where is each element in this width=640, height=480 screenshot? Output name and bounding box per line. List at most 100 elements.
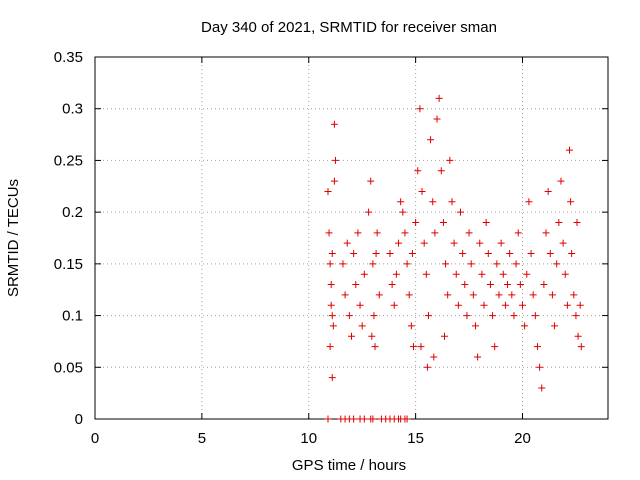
data-point <box>474 353 482 361</box>
data-point <box>469 291 477 299</box>
data-point <box>341 291 349 299</box>
data-point <box>572 312 580 320</box>
data-point <box>484 250 492 258</box>
data-point <box>540 281 548 289</box>
data-point <box>471 322 479 330</box>
x-tick-label: 10 <box>300 430 317 447</box>
data-point <box>442 260 450 268</box>
data-point <box>576 301 584 309</box>
data-point <box>414 167 422 175</box>
data-point <box>326 343 334 351</box>
data-point <box>372 250 380 258</box>
data-point <box>350 250 358 258</box>
data-point <box>465 229 473 237</box>
data-point <box>325 229 333 237</box>
data-point <box>401 229 409 237</box>
data-point <box>395 239 403 247</box>
data-point <box>433 115 441 123</box>
data-point <box>409 343 417 351</box>
y-tick-label: 0.05 <box>54 359 83 376</box>
data-point <box>480 301 488 309</box>
data-point <box>429 198 437 206</box>
data-point <box>412 218 420 226</box>
data-point <box>489 312 497 320</box>
data-point <box>343 239 351 247</box>
data-point <box>536 363 544 371</box>
x-tick-label: 15 <box>407 430 424 447</box>
data-points <box>324 94 585 423</box>
data-point <box>506 250 514 258</box>
data-point <box>375 291 383 299</box>
data-point <box>457 208 465 216</box>
data-point <box>330 120 338 128</box>
grid-lines <box>95 57 608 419</box>
data-point <box>386 250 394 258</box>
data-point <box>390 301 398 309</box>
data-point <box>423 363 431 371</box>
x-tick-label: 5 <box>198 430 206 447</box>
data-point <box>516 281 524 289</box>
data-point <box>324 187 332 195</box>
data-point <box>557 177 565 185</box>
data-point <box>327 301 335 309</box>
data-point <box>369 260 377 268</box>
data-point <box>373 229 381 237</box>
data-point <box>561 270 569 278</box>
data-point <box>546 250 554 258</box>
data-point <box>348 332 355 340</box>
data-point <box>463 312 471 320</box>
data-point <box>431 229 439 237</box>
x-tick-label: 0 <box>91 430 99 447</box>
data-point <box>427 136 435 144</box>
data-point <box>538 384 546 392</box>
data-point <box>435 94 443 102</box>
data-point <box>439 218 447 226</box>
data-point <box>486 281 494 289</box>
data-point <box>330 177 338 185</box>
data-point <box>533 343 541 351</box>
data-point <box>555 218 563 226</box>
data-point <box>368 332 376 340</box>
data-point <box>491 343 499 351</box>
data-point <box>573 218 581 226</box>
data-point <box>392 270 400 278</box>
data-point <box>566 146 574 154</box>
data-point <box>542 229 550 237</box>
data-point <box>328 250 336 258</box>
data-point <box>430 353 438 361</box>
y-axis-label: SRMTID / TECUs <box>5 179 22 297</box>
data-point <box>448 198 456 206</box>
data-point <box>521 322 529 330</box>
data-point <box>367 177 375 185</box>
data-point <box>450 239 458 247</box>
data-point <box>574 332 582 340</box>
data-point <box>397 198 405 206</box>
plot-frame <box>94 56 609 420</box>
y-tick-label: 0.25 <box>54 152 83 169</box>
data-point <box>365 208 373 216</box>
data-point <box>327 281 335 289</box>
data-point <box>328 312 336 320</box>
y-tick-label: 0.3 <box>62 101 83 118</box>
data-point <box>356 301 364 309</box>
data-point <box>329 322 337 330</box>
data-point <box>360 270 368 278</box>
data-point <box>482 218 490 226</box>
data-point <box>553 260 561 268</box>
data-point <box>399 208 407 216</box>
data-point <box>501 301 509 309</box>
y-tick-label: 0.35 <box>54 49 83 66</box>
data-point <box>548 291 556 299</box>
data-point <box>499 270 507 278</box>
data-point <box>331 156 339 164</box>
y-tick-label: 0.1 <box>62 308 83 325</box>
data-point <box>444 291 452 299</box>
data-point <box>408 250 416 258</box>
data-point <box>512 260 520 268</box>
data-point <box>403 260 411 268</box>
data-point <box>369 415 377 423</box>
data-point <box>567 198 575 206</box>
data-point <box>508 291 516 299</box>
data-point <box>407 322 415 330</box>
data-point <box>454 301 462 309</box>
